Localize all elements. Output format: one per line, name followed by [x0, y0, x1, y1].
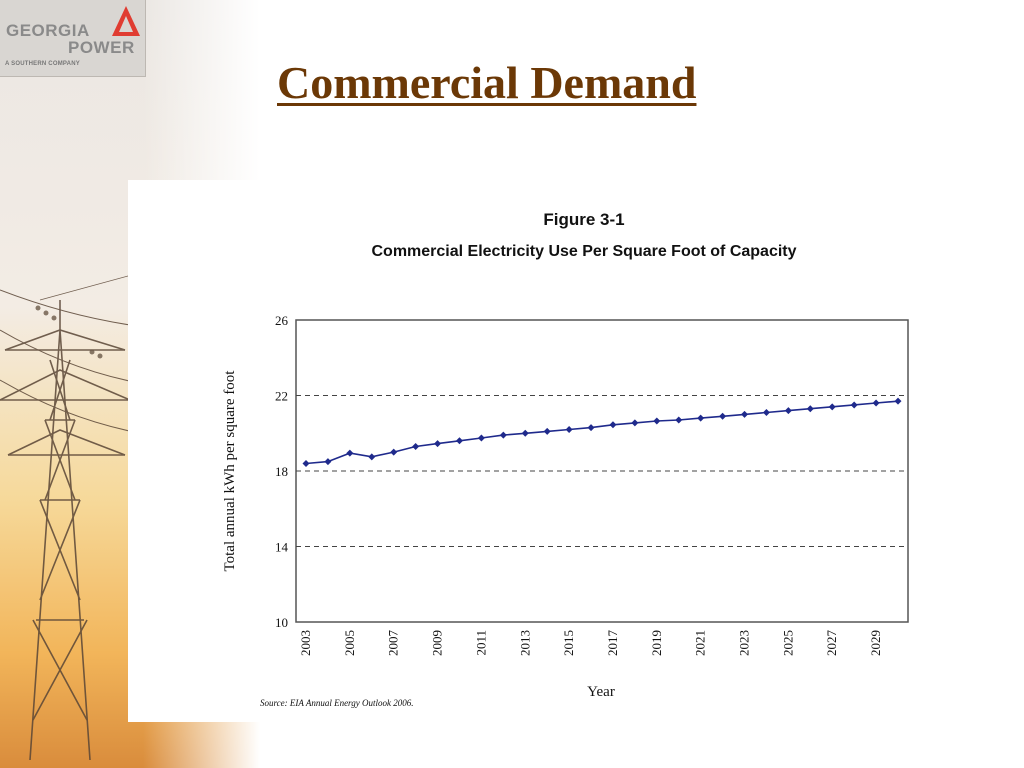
y-tick-label: 22	[275, 389, 288, 404]
x-tick-label: 2027	[824, 630, 839, 657]
data-point	[543, 427, 551, 435]
x-tick-label: 2005	[342, 630, 357, 656]
logo-tagline: A SOUTHERN COMPANY	[5, 61, 80, 67]
y-tick-label: 10	[275, 615, 288, 630]
logo-line2: POWER	[68, 38, 135, 57]
data-point	[894, 397, 902, 405]
data-point	[784, 407, 792, 415]
data-point	[697, 414, 705, 422]
slide-title: Commercial Demand	[277, 57, 697, 108]
x-tick-label: 2017	[605, 630, 620, 657]
y-axis-label: Total annual kWh per square foot	[222, 370, 238, 572]
x-tick-label: 2011	[473, 630, 488, 656]
source-note: Source: EIA Annual Energy Outlook 2006.	[260, 698, 413, 708]
data-point	[653, 417, 661, 425]
x-tick-labels: 2003 2005 2007 2009 2011 2013 2015 2017 2019 2021…	[298, 630, 883, 657]
x-tick-label: 2021	[693, 630, 708, 656]
figure-label: Figure 3-1	[543, 210, 624, 229]
gridlines	[296, 395, 908, 547]
data-point	[587, 424, 595, 432]
data-point	[609, 421, 617, 429]
x-tick-label: 2029	[868, 630, 883, 656]
data-point	[455, 437, 463, 445]
chart-title: Commercial Electricity Use Per Square Fo…	[371, 243, 796, 260]
data-point	[324, 458, 332, 466]
x-tick-label: 2019	[649, 630, 664, 656]
data-point	[872, 399, 880, 407]
y-tick-label: 26	[275, 313, 289, 328]
data-point	[806, 405, 814, 413]
x-tick-label: 2009	[430, 630, 445, 656]
data-series	[302, 397, 902, 467]
data-point	[390, 448, 398, 456]
data-point	[762, 408, 770, 416]
logo-triangle-icon	[112, 6, 140, 36]
x-tick-label: 2023	[737, 630, 752, 656]
y-tick-label: 14	[275, 540, 289, 555]
data-point	[828, 403, 836, 411]
series-line	[305, 400, 899, 465]
x-tick-label: 2015	[561, 630, 576, 656]
data-point	[565, 425, 573, 433]
x-tick-label: 2013	[517, 630, 532, 656]
data-point	[412, 442, 420, 450]
x-tick-label: 2025	[780, 630, 795, 656]
georgia-power-logo: GEORGIA POWER A SOUTHERN COMPANY	[0, 0, 146, 77]
chart-panel: Figure 3-1 Commercial Electricity Use Pe…	[128, 180, 960, 722]
data-point	[631, 419, 639, 427]
data-point	[346, 449, 354, 457]
y-tick-label: 18	[275, 464, 288, 479]
data-point	[521, 429, 529, 437]
data-point	[302, 459, 310, 467]
x-tick-label: 2003	[298, 630, 313, 656]
data-point	[499, 431, 507, 439]
data-point	[850, 401, 858, 409]
data-point	[675, 416, 683, 424]
line-chart: Figure 3-1 Commercial Electricity Use Pe…	[222, 210, 909, 708]
y-tick-labels: 10 14 18 22 26	[275, 313, 289, 630]
data-point	[741, 410, 749, 418]
x-tick-label: 2007	[386, 630, 401, 657]
x-axis-label: Year	[587, 684, 615, 700]
logo-line1: GEORGIA	[6, 21, 90, 40]
data-point	[368, 453, 376, 461]
data-point	[434, 440, 442, 448]
data-point	[477, 434, 485, 442]
data-point	[719, 412, 727, 420]
